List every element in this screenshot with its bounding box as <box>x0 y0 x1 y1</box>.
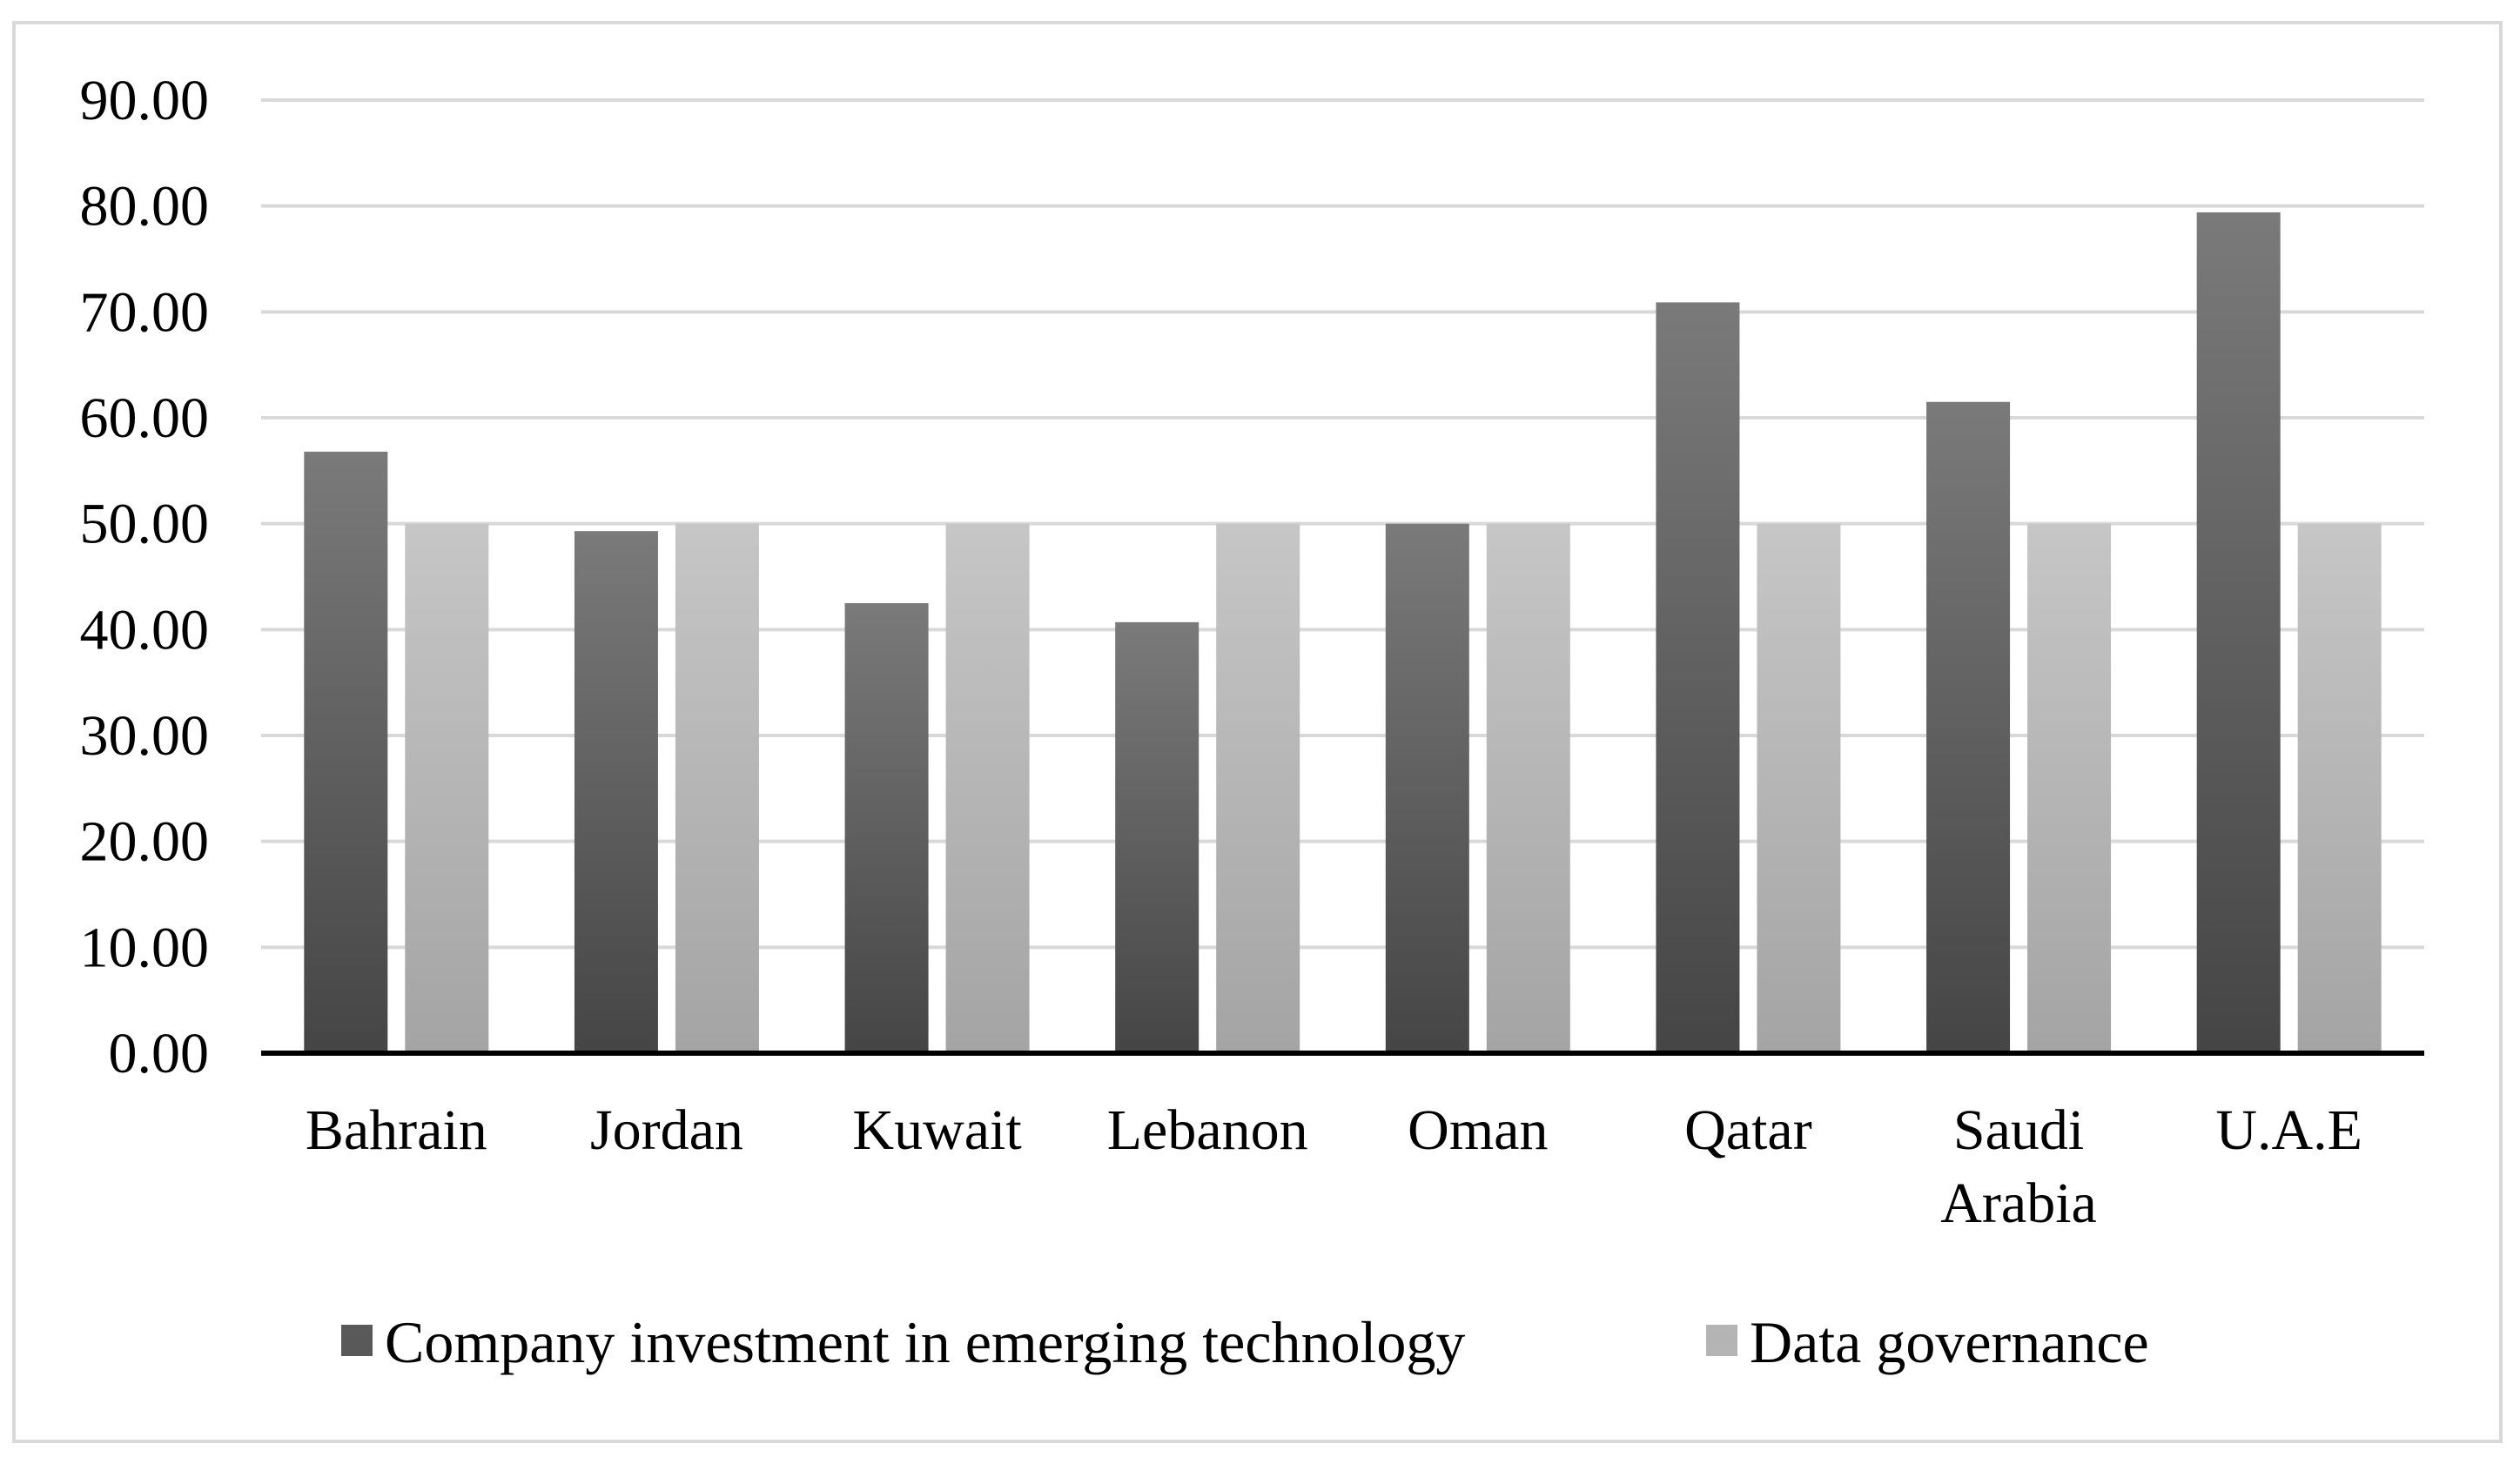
y-tick-label: 90.00 <box>80 69 210 132</box>
bar <box>2297 523 2382 1053</box>
bar <box>1486 523 1570 1053</box>
x-tick-label: Qatar <box>1684 1098 1812 1162</box>
bar <box>1385 523 1469 1053</box>
bar <box>1757 523 1841 1053</box>
x-axis-ticks: Bahrain Jordan Kuwait Lebanon Oman Qatar Saudi… <box>306 1098 2362 1235</box>
legend-label: Company investment in emerging technolog… <box>385 1309 1465 1375</box>
x-tick-label: Lebanon <box>1107 1098 1308 1162</box>
y-tick-label: 40.00 <box>80 598 210 661</box>
bar <box>2027 523 2112 1053</box>
y-axis-ticks: 0.00 10.00 20.00 30.00 40.00 50.00 60.00 70.00 8… <box>80 69 210 1085</box>
legend-swatch <box>1706 1325 1737 1356</box>
y-tick-label: 30.00 <box>80 704 210 768</box>
legend: Company investment in emerging technolog… <box>341 1309 2149 1375</box>
y-tick-label: 10.00 <box>80 916 210 979</box>
y-tick-label: 0.00 <box>109 1022 210 1085</box>
x-tick-label: Bahrain <box>306 1098 487 1162</box>
bars <box>304 212 2382 1054</box>
y-tick-label: 70.00 <box>80 280 210 344</box>
bar <box>1216 523 1300 1053</box>
bar <box>304 451 388 1053</box>
bar <box>945 523 1030 1053</box>
bar <box>844 602 929 1053</box>
bar <box>1926 401 2011 1053</box>
x-tick-label: Oman <box>1408 1098 1548 1162</box>
bar <box>1115 621 1200 1053</box>
y-tick-label: 80.00 <box>80 175 210 238</box>
bar <box>2196 212 2281 1053</box>
bar <box>574 531 658 1053</box>
x-tick-label: U.A.E <box>2215 1098 2362 1162</box>
x-tick-label: Kuwait <box>852 1098 1021 1162</box>
y-tick-label: 50.00 <box>80 493 210 556</box>
y-tick-label: 20.00 <box>80 810 210 874</box>
bar <box>405 523 489 1053</box>
x-tick-label: Jordan <box>590 1098 743 1162</box>
x-tick-label: Saudi Arabia <box>1940 1098 2097 1235</box>
bar <box>1656 302 1740 1054</box>
legend-swatch <box>341 1325 373 1356</box>
legend-label: Data governance <box>1750 1309 2149 1375</box>
y-tick-label: 60.00 <box>80 386 210 450</box>
bar <box>675 523 759 1053</box>
